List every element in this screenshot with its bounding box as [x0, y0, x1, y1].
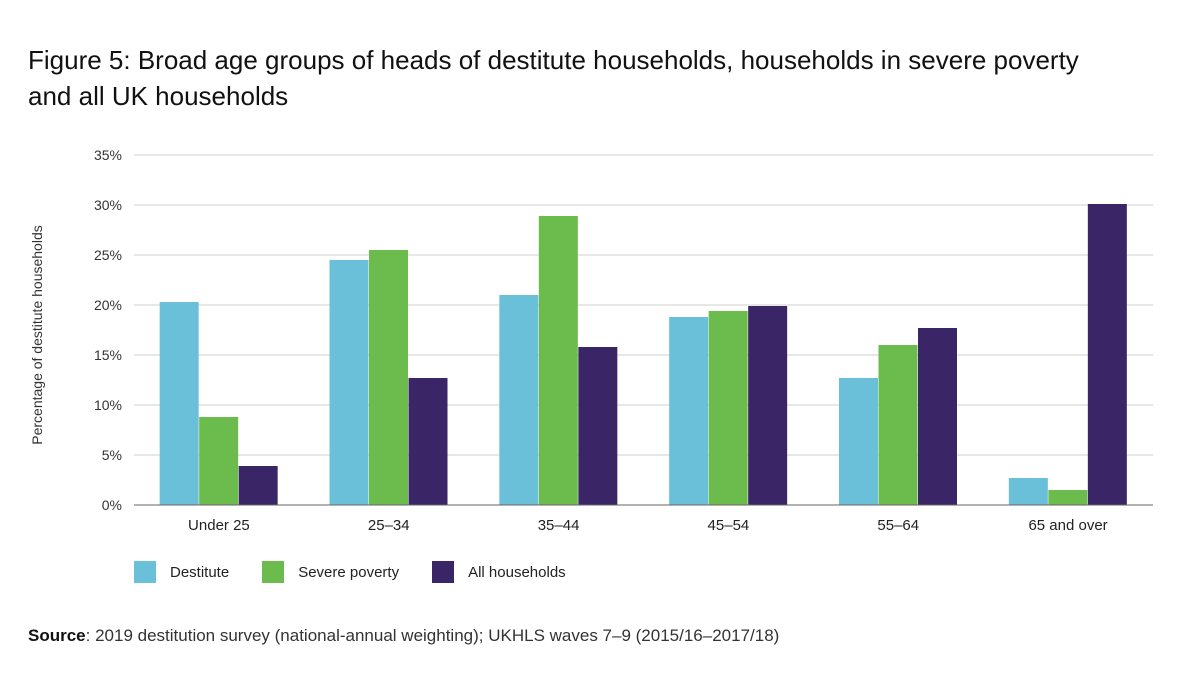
chart-legend: Destitute Severe poverty All households [134, 560, 599, 584]
x-tick-label-55-64: 55–64 [877, 517, 919, 534]
bar-severe-poverty-45-54 [708, 311, 748, 505]
x-tick-label-35-44: 35–44 [538, 517, 580, 534]
bar-destitute-65-and-over [1008, 478, 1048, 505]
bar-all-households-65-and-over [1087, 204, 1127, 505]
y-tick-label-0: 0% [102, 497, 122, 513]
legend-swatch-destitute [134, 561, 156, 583]
bar-severe-poverty-25-34 [369, 250, 408, 505]
chart-title: Figure 5: Broad age groups of heads of d… [28, 42, 1178, 114]
bar-all-households-55-64 [918, 328, 957, 505]
x-tick-label-65-and-over: 65 and over [1028, 517, 1107, 534]
legend-swatch-all-households [432, 561, 455, 583]
bar-all-households-45-54 [748, 306, 788, 505]
y-tick-label-35: 35% [94, 147, 122, 163]
source-label: Source [28, 626, 86, 645]
bar-destitute-under-25 [159, 302, 199, 505]
bar-destitute-45-54 [669, 317, 709, 505]
bar-destitute-55-64 [839, 378, 878, 505]
source-text: : 2019 destitution survey (national-annu… [85, 626, 780, 645]
legend-label-destitute: Destitute [170, 563, 230, 581]
x-tick-label-under-25: Under 25 [188, 517, 250, 534]
chart-title-line-2: and all UK households [28, 81, 289, 111]
legend-item-severe-poverty: Severe poverty [262, 561, 399, 583]
chart-title-line-1: Figure 5: Broad age groups of heads of d… [28, 45, 1079, 75]
bar-destitute-25-34 [329, 260, 369, 505]
bar-destitute-35-44 [499, 295, 539, 505]
y-tick-label-25: 25% [94, 247, 122, 263]
bar-severe-poverty-35-44 [538, 216, 578, 505]
y-tick-label-10: 10% [94, 397, 122, 413]
source-note: Source: 2019 destitution survey (nationa… [28, 626, 779, 646]
bar-severe-poverty-65-and-over [1048, 490, 1088, 505]
bar-severe-poverty-55-64 [878, 345, 918, 505]
y-tick-label-15: 15% [94, 347, 122, 363]
legend-item-all-households: All households [432, 561, 566, 583]
y-axis-label: Percentage of destitute households [29, 225, 45, 445]
bar-all-households-under-25 [238, 466, 278, 505]
y-tick-label-5: 5% [102, 447, 122, 463]
bar-all-households-35-44 [578, 347, 618, 505]
y-tick-label-30: 30% [94, 197, 122, 213]
legend-swatch-severe-poverty [262, 561, 285, 583]
legend-label-all-households: All households [468, 563, 566, 581]
bar-all-households-25-34 [408, 378, 448, 505]
bar-severe-poverty-under-25 [199, 417, 239, 505]
legend-label-severe-poverty: Severe poverty [298, 563, 400, 581]
legend-item-destitute: Destitute [134, 561, 229, 583]
x-tick-label-25-34: 25–34 [368, 517, 410, 534]
y-tick-label-20: 20% [94, 297, 122, 313]
x-tick-label-45-54: 45–54 [708, 517, 750, 534]
